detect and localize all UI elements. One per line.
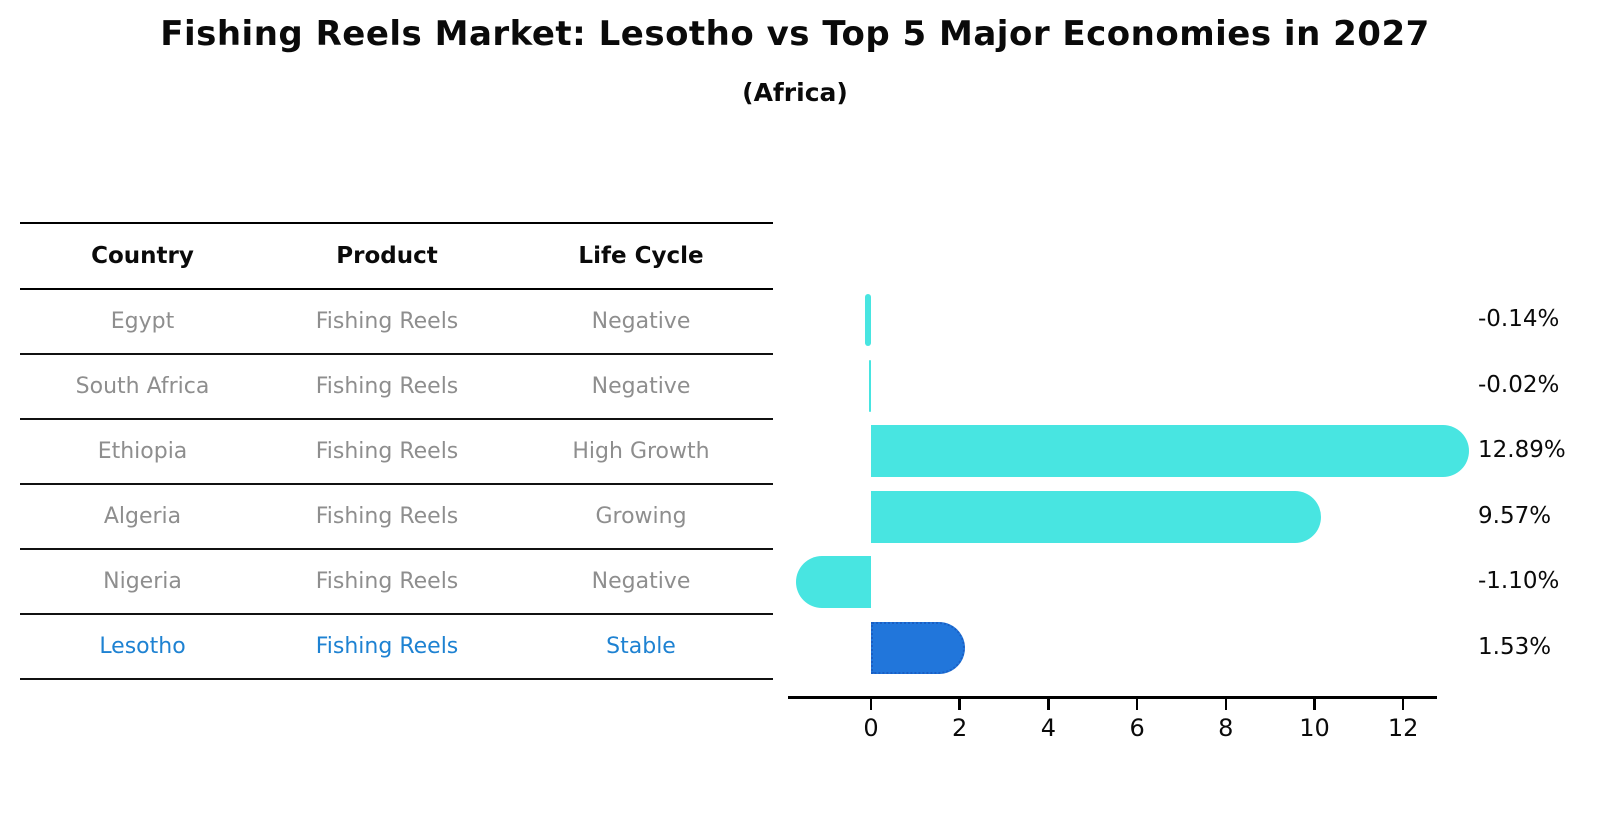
x-tick-label-10: 10 (1299, 714, 1330, 742)
bar-algeria (871, 490, 1322, 543)
x-tick-mark-12 (1401, 699, 1405, 710)
cell-country: Egypt (110, 309, 175, 334)
cell-life-cycle: Negative (591, 569, 691, 594)
x-axis-line (788, 696, 1437, 699)
bar-nigeria (796, 556, 871, 608)
cell-product: Fishing Reels (315, 309, 459, 334)
column-header-life-cycle: Life Cycle (578, 243, 704, 269)
table-row-egypt: Egypt Fishing Reels Negative (20, 290, 773, 355)
chart-title: Fishing Reels Market: Lesotho vs Top 5 M… (160, 14, 1430, 54)
x-tick-label-2: 2 (952, 714, 968, 742)
x-tick-mark-0 (869, 699, 873, 710)
table-row-south-africa: South Africa Fishing Reels Negative (20, 355, 773, 420)
table-row-lesotho: Lesotho Fishing Reels Stable (20, 615, 773, 680)
cell-product: Fishing Reels (315, 569, 459, 594)
value-label-algeria: 9.57% (1478, 502, 1552, 529)
column-header-product: Product (336, 243, 438, 269)
cell-country: South Africa (75, 374, 210, 399)
x-tick-label-12: 12 (1387, 714, 1419, 742)
bar-south-africa (869, 359, 871, 412)
value-label-south-africa: -0.02% (1478, 371, 1560, 398)
table-row-nigeria: Nigeria Fishing Reels Negative (20, 550, 773, 615)
comparison-table: Country Product Life Cycle Egypt Fishing … (20, 222, 773, 680)
cell-country: Ethiopia (97, 439, 188, 464)
cell-life-cycle: High Growth (572, 439, 710, 464)
cell-country: Algeria (103, 504, 182, 529)
x-tick-label-6: 6 (1129, 714, 1145, 742)
chart-subtitle: (Africa) (742, 78, 848, 107)
x-tick-label-0: 0 (863, 714, 879, 742)
column-header-country: Country (91, 243, 194, 269)
value-label-lesotho: 1.53% (1478, 633, 1552, 660)
cell-life-cycle: Growing (595, 504, 687, 529)
cell-life-cycle: Negative (591, 374, 691, 399)
cell-country: Nigeria (103, 569, 182, 594)
value-label-ethiopia: 12.89% (1478, 437, 1566, 463)
cell-country: Lesotho (99, 634, 186, 659)
x-tick-mark-10 (1313, 699, 1316, 710)
bar-egypt (864, 294, 871, 346)
cell-product: Fishing Reels (315, 504, 459, 529)
table-body: Egypt Fishing Reels Negative South Africa Fi… (20, 290, 773, 680)
table-header-row: Country Product Life Cycle (20, 224, 773, 290)
cell-product: Fishing Reels (315, 374, 459, 399)
cell-product: Fishing Reels (315, 439, 459, 464)
x-tick-mark-8 (1224, 699, 1228, 710)
bar-lesotho (871, 621, 965, 674)
value-label-nigeria: -1.10% (1478, 568, 1560, 594)
x-tick-label-8: 8 (1218, 714, 1234, 742)
cell-life-cycle: Stable (606, 634, 676, 659)
table-row-ethiopia: Ethiopia Fishing Reels High Growth (20, 420, 773, 485)
value-label-egypt: -0.14% (1478, 306, 1560, 332)
bar-ethiopia (871, 425, 1469, 477)
table-row-algeria: Algeria Fishing Reels Growing (20, 485, 773, 550)
x-tick-mark-6 (1135, 699, 1139, 710)
cell-product: Fishing Reels (315, 634, 459, 659)
cell-life-cycle: Negative (591, 309, 691, 334)
x-tick-label-4: 4 (1040, 714, 1057, 742)
x-tick-mark-4 (1047, 699, 1050, 710)
x-tick-mark-2 (958, 699, 961, 710)
